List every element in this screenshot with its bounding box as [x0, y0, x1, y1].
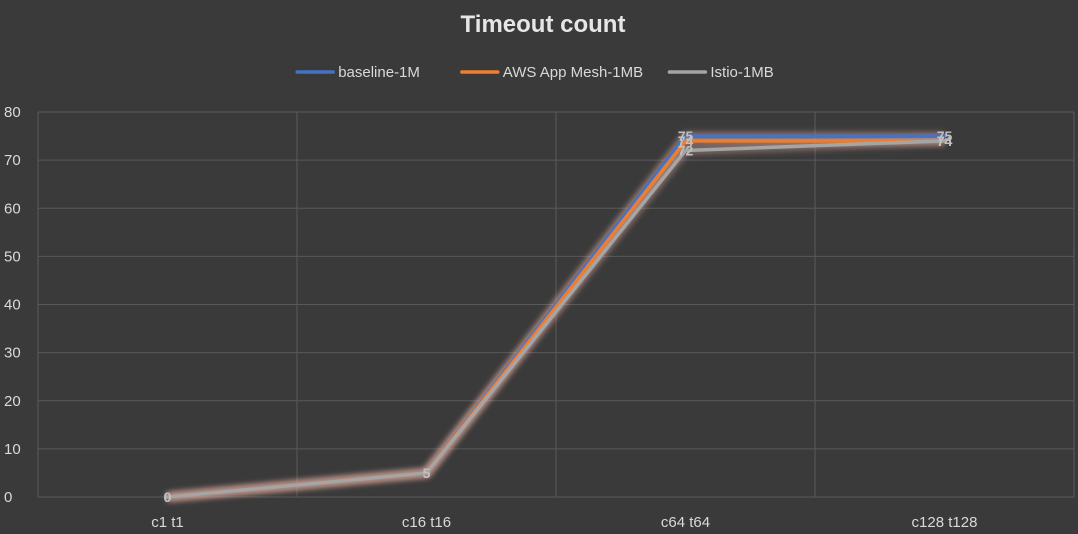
y-tick-label: 40 [4, 297, 21, 314]
x-axis-ticks: c1 t1 c16 t16 c64 t64 c128 t128 [151, 514, 977, 531]
data-label: 75 [937, 128, 953, 144]
x-tick-label: c1 t1 [151, 514, 184, 531]
data-label: 72 [678, 143, 694, 159]
y-tick-label: 70 [4, 152, 21, 169]
data-label: 0 [164, 489, 172, 505]
y-tick-label: 80 [4, 104, 21, 121]
data-label: 74 [937, 133, 953, 149]
data-label: 74 [937, 133, 953, 149]
legend-label: AWS App Mesh-1MB [503, 64, 643, 81]
x-tick-label: c64 t64 [661, 514, 710, 531]
y-tick-label: 60 [4, 200, 21, 217]
legend-label: baseline-1M [338, 64, 420, 81]
y-tick-label: 0 [4, 489, 12, 506]
y-tick-label: 50 [4, 248, 21, 265]
data-label: 5 [423, 465, 431, 481]
y-tick-label: 20 [4, 393, 21, 410]
data-label: 75 [678, 128, 694, 144]
x-tick-label: c128 t128 [912, 514, 978, 531]
y-axis-ticks: 0 10 20 30 40 50 60 70 80 [4, 104, 21, 506]
y-tick-label: 30 [4, 345, 21, 362]
chart-title: Timeout count [461, 11, 626, 38]
data-label: 0 [164, 489, 172, 505]
legend-label: Istio-1MB [710, 64, 773, 81]
x-tick-label: c16 t16 [402, 514, 451, 531]
y-tick-label: 10 [4, 441, 21, 458]
series-lines [165, 131, 947, 502]
legend: baseline-1M AWS App Mesh-1MB Istio-1MB [295, 64, 774, 81]
series-line [165, 139, 947, 499]
data-label: 0 [164, 489, 172, 505]
gridlines [37, 111, 1075, 498]
data-label: 74 [678, 133, 694, 149]
data-label: 5 [423, 465, 431, 481]
data-label: 5 [423, 465, 431, 481]
